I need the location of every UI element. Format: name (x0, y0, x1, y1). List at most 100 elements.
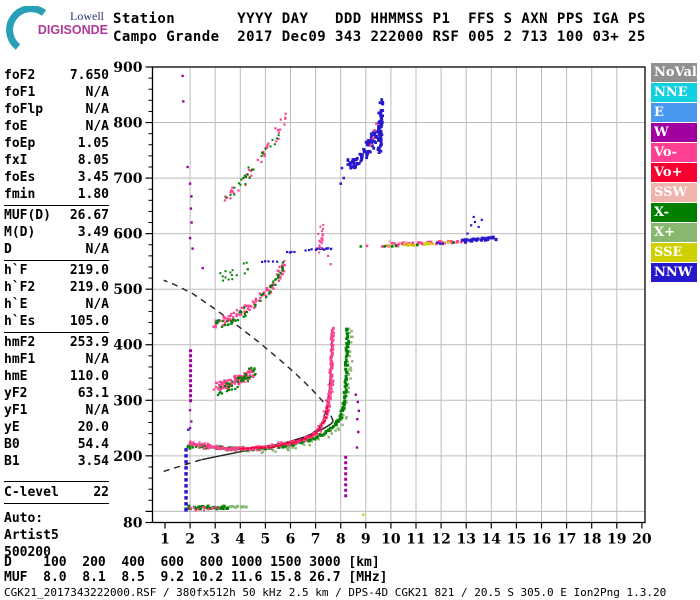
y-tick-label-700: 700 (113, 171, 142, 187)
param-value: 3.49 (77, 225, 109, 240)
x-tick-label-20: 20 (632, 532, 652, 548)
scaled-parameters-panel: foF2 7.650 foF1 N/A foFlp N/A foE N/A foEp 1.05 fx… (4, 66, 109, 561)
c-level-row: C-level 22 (4, 481, 109, 504)
param-row-foes: foEs 3.45 (4, 169, 109, 186)
logo-lowell-text: Lowell (70, 9, 104, 23)
param-row-ye: yE 20.0 (4, 419, 109, 436)
x-tick-label-11: 11 (406, 532, 425, 548)
param-row-hes: h`Es 105.0 (4, 313, 109, 330)
param-section-3: hmF2 253.9 hmF1 N/A hmE 110.0 yF2 63.1 yF1 N/A yE 2… (4, 332, 109, 472)
param-label: hmE (4, 369, 28, 384)
d-muf-table: D 100 200 400 600 800 1000 1500 3000 [km… (4, 555, 388, 585)
legend-item-sse: SSE (651, 243, 697, 262)
x-tick-label-3: 3 (210, 532, 220, 548)
legend-item-nnw: NNW (651, 263, 697, 282)
param-row-hme: hmE 110.0 (4, 368, 109, 385)
param-label: B0 (4, 437, 20, 452)
param-row-hmf2: hmF2 253.9 (4, 334, 109, 351)
legend-item-w: W (651, 123, 697, 142)
param-value: N/A (85, 297, 109, 312)
param-label: M(D) (4, 225, 36, 240)
trace-hop2-trace-pink (212, 260, 286, 329)
x-tick-label-13: 13 (456, 532, 475, 548)
trace-band-blue-end (461, 235, 498, 244)
c-level-value: 22 (93, 485, 109, 500)
param-row-foe: foE N/A (4, 118, 109, 135)
param-value: 110.0 (69, 369, 109, 384)
y-tick-label-900: 900 (113, 60, 142, 76)
param-label: yF2 (4, 386, 28, 401)
trace-spread-blue-streak (376, 98, 385, 154)
muf-row: MUF 8.0 8.1 8.5 9.2 10.2 11.6 15.8 26.7 … (4, 570, 388, 585)
param-value: 253.9 (69, 335, 109, 350)
y-tick-label-800: 800 (113, 116, 142, 132)
param-label: h`Es (4, 314, 36, 329)
param-row-foep: foEp 1.05 (4, 135, 109, 152)
logo-arc-icon (6, 5, 47, 50)
trace-w-dots-2mhz (188, 409, 193, 430)
param-label: foEs (4, 170, 36, 185)
header-values-line: Campo Grande 2017 Dec09 343 222000 RSF 0… (113, 29, 646, 45)
c-level-label: C-level (4, 485, 59, 500)
parameter-sections: foF2 7.650 foF1 N/A foFlp N/A foE N/A foEp 1.05 fx… (4, 66, 109, 472)
trace-mid-blue-dash-4 (325, 247, 333, 251)
trace-spread-pink-in-blue (369, 122, 378, 146)
param-value: 3.54 (77, 454, 109, 469)
x-tick-label-14: 14 (482, 532, 502, 548)
param-label: D (4, 242, 12, 257)
plot-content (163, 74, 498, 516)
logo-digisonde-text: DIGISONDE (37, 23, 108, 37)
param-value: 63.1 (77, 386, 109, 401)
trace-spread-blue-cluster (346, 129, 381, 170)
autoscaling-info: Auto: Artist5 500200 (4, 510, 109, 561)
trace-hop2-low-patch-pink (212, 368, 255, 392)
param-label: foF1 (4, 85, 36, 100)
profile-bottomside-solid (201, 420, 334, 461)
param-value: N/A (85, 403, 109, 418)
y-tick-label-200: 200 (113, 449, 142, 465)
trace-w-column-2mhz (189, 349, 193, 403)
y-tick-label-500: 500 (113, 282, 142, 298)
legend-item-e: E (651, 103, 697, 122)
trace-blue-column-1p8 (184, 448, 188, 512)
x-tick-label-16: 16 (532, 532, 551, 548)
param-row-md: M(D) 3.49 (4, 224, 109, 241)
param-label: h`F (4, 263, 28, 278)
param-section-1: MUF(D) 26.67 M(D) 3.49 D N/A (4, 205, 109, 260)
param-row-fof2: foF2 7.650 (4, 67, 109, 84)
x-tick-label-8: 8 (336, 532, 346, 548)
x-tick-label-5: 5 (261, 532, 271, 548)
legend-item-noval: NoVal (651, 63, 697, 82)
trace-f-o-trace (188, 326, 335, 452)
param-value: 1.80 (77, 187, 109, 202)
x-tick-label-7: 7 (311, 532, 321, 548)
param-value: 7.650 (69, 68, 109, 83)
x-tick-label-2: 2 (185, 532, 195, 548)
d-row: D 100 200 400 600 800 1000 1500 3000 [km… (4, 555, 380, 570)
param-row-fof1: foF1 N/A (4, 84, 109, 101)
param-section-2: h`F 219.0 h`F2 219.0 h`E N/A h`Es 105.0 (4, 260, 109, 332)
param-row-b1: B1 3.54 (4, 453, 109, 470)
param-label: foFlp (4, 102, 44, 117)
trace-mid-pink-scatter (317, 223, 325, 254)
trace-hop3-trace-pink (223, 112, 287, 202)
trace-band-salmon-dots (388, 240, 408, 244)
trace-hop2-upper-scatter (219, 261, 249, 282)
trace-f-start-scatter-pink (188, 440, 211, 450)
x-tick-label-9: 9 (361, 532, 371, 548)
trace-blue-dot-single (187, 428, 190, 431)
trace-w-scatter-8p7 (354, 393, 360, 449)
legend-item-ssw: SSW (651, 183, 697, 202)
trace-mid-pink-dots (327, 254, 332, 266)
trace-mid-blue-dash-2 (304, 248, 313, 252)
plot-frame (151, 66, 646, 524)
param-value: N/A (85, 85, 109, 100)
legend-item-xm: X- (651, 203, 697, 222)
y-tick-label-600: 600 (113, 227, 142, 243)
legend-item-vom: Vo- (651, 143, 697, 162)
param-label: hmF2 (4, 335, 36, 350)
x-tick-label-17: 17 (557, 532, 576, 548)
trace-hop2-trace-green (214, 261, 284, 328)
